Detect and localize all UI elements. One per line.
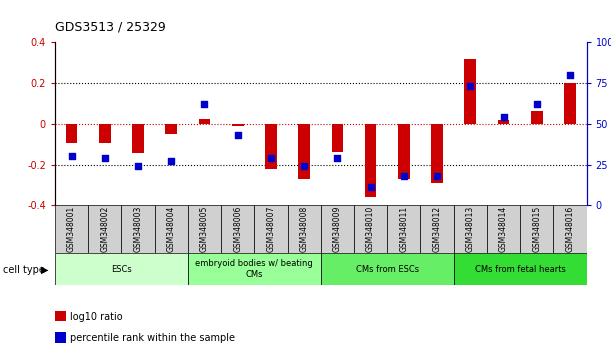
Bar xyxy=(166,124,177,134)
Bar xyxy=(66,124,78,143)
FancyBboxPatch shape xyxy=(487,205,520,253)
Bar xyxy=(431,124,443,183)
Point xyxy=(399,173,409,179)
Text: GSM348006: GSM348006 xyxy=(233,206,242,252)
Bar xyxy=(199,119,210,124)
FancyBboxPatch shape xyxy=(354,205,387,253)
FancyBboxPatch shape xyxy=(122,205,155,253)
FancyBboxPatch shape xyxy=(88,205,122,253)
Point xyxy=(366,184,376,190)
Point xyxy=(166,159,176,164)
FancyBboxPatch shape xyxy=(420,205,453,253)
Text: GSM348007: GSM348007 xyxy=(266,206,276,252)
Bar xyxy=(365,124,376,197)
Text: GSM348004: GSM348004 xyxy=(167,206,176,252)
Point xyxy=(466,84,475,89)
FancyBboxPatch shape xyxy=(188,253,321,285)
Bar xyxy=(398,124,409,179)
Bar xyxy=(564,83,576,124)
Text: GSM348014: GSM348014 xyxy=(499,206,508,252)
FancyBboxPatch shape xyxy=(387,205,420,253)
Text: GSM348008: GSM348008 xyxy=(299,206,309,252)
Text: GSM348005: GSM348005 xyxy=(200,206,209,252)
Bar xyxy=(99,124,111,143)
FancyBboxPatch shape xyxy=(453,205,487,253)
Text: CMs from ESCs: CMs from ESCs xyxy=(356,264,419,274)
Bar xyxy=(464,59,476,124)
Text: log10 ratio: log10 ratio xyxy=(70,312,123,322)
Point xyxy=(565,72,575,78)
Text: percentile rank within the sample: percentile rank within the sample xyxy=(70,333,235,343)
Point xyxy=(67,154,76,159)
Bar xyxy=(232,124,244,126)
Bar xyxy=(298,124,310,179)
Text: CMs from fetal hearts: CMs from fetal hearts xyxy=(475,264,566,274)
Text: GSM348015: GSM348015 xyxy=(532,206,541,252)
Point xyxy=(266,155,276,161)
Point xyxy=(100,155,110,161)
FancyBboxPatch shape xyxy=(188,205,221,253)
Text: GSM348009: GSM348009 xyxy=(333,206,342,252)
Text: GDS3513 / 25329: GDS3513 / 25329 xyxy=(55,21,166,34)
FancyBboxPatch shape xyxy=(321,205,354,253)
FancyBboxPatch shape xyxy=(55,205,88,253)
Bar xyxy=(132,124,144,153)
Text: GSM348002: GSM348002 xyxy=(100,206,109,252)
FancyBboxPatch shape xyxy=(554,205,587,253)
Text: GSM348013: GSM348013 xyxy=(466,206,475,252)
FancyBboxPatch shape xyxy=(288,205,321,253)
Text: GSM348012: GSM348012 xyxy=(433,206,442,252)
Bar xyxy=(531,111,543,124)
Text: cell type: cell type xyxy=(3,265,45,275)
FancyBboxPatch shape xyxy=(155,205,188,253)
Text: ▶: ▶ xyxy=(41,265,48,275)
Point xyxy=(432,173,442,179)
FancyBboxPatch shape xyxy=(254,205,288,253)
FancyBboxPatch shape xyxy=(321,253,453,285)
Text: GSM348011: GSM348011 xyxy=(400,206,408,252)
Text: GSM348003: GSM348003 xyxy=(134,206,142,252)
FancyBboxPatch shape xyxy=(520,205,554,253)
Text: GSM348001: GSM348001 xyxy=(67,206,76,252)
Point xyxy=(332,155,342,161)
Bar xyxy=(498,120,510,124)
Text: embryoid bodies w/ beating
CMs: embryoid bodies w/ beating CMs xyxy=(196,259,313,279)
Point xyxy=(133,164,143,169)
Point xyxy=(299,164,309,169)
Text: GSM348016: GSM348016 xyxy=(565,206,574,252)
FancyBboxPatch shape xyxy=(55,253,188,285)
Point xyxy=(532,102,541,107)
FancyBboxPatch shape xyxy=(221,205,254,253)
Point xyxy=(233,132,243,138)
Bar xyxy=(265,124,277,169)
Bar xyxy=(332,124,343,152)
Point xyxy=(200,102,210,107)
Text: GSM348010: GSM348010 xyxy=(366,206,375,252)
Point xyxy=(499,115,508,120)
Text: ESCs: ESCs xyxy=(111,264,132,274)
FancyBboxPatch shape xyxy=(453,253,587,285)
